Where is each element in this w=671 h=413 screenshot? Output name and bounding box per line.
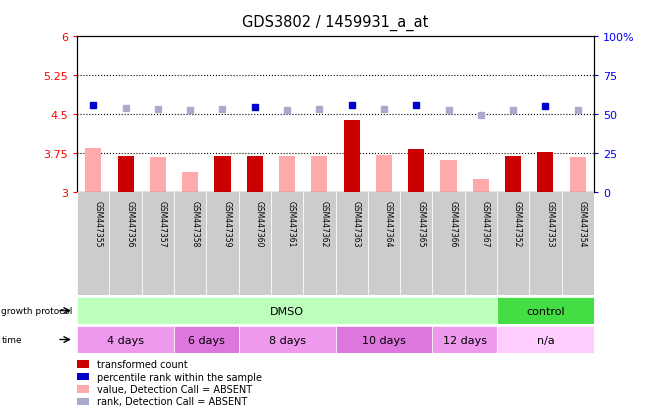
Text: GSM447366: GSM447366 (448, 200, 458, 247)
Text: GSM447363: GSM447363 (352, 200, 360, 247)
Bar (497, 297, 594, 324)
Bar (497, 326, 594, 353)
Bar (207, 192, 239, 295)
Bar (174, 326, 239, 353)
Bar (311, 157, 327, 192)
Bar (117, 157, 134, 192)
Bar (497, 192, 529, 295)
Bar (150, 157, 166, 192)
Bar (432, 192, 465, 295)
Bar (344, 121, 360, 192)
Text: 8 days: 8 days (268, 335, 305, 345)
Text: percentile rank within the sample: percentile rank within the sample (97, 372, 262, 382)
Text: GSM447352: GSM447352 (513, 200, 522, 247)
Bar (109, 192, 142, 295)
Bar (336, 326, 432, 353)
Bar (215, 157, 231, 192)
Bar (473, 179, 489, 192)
Text: GSM447356: GSM447356 (125, 200, 135, 247)
Text: 4 days: 4 days (107, 335, 144, 345)
Bar (182, 173, 198, 192)
Bar (77, 192, 109, 295)
Bar (562, 192, 594, 295)
Text: GSM447359: GSM447359 (223, 200, 231, 247)
Text: rank, Detection Call = ABSENT: rank, Detection Call = ABSENT (97, 396, 248, 406)
Bar (85, 148, 101, 192)
Bar (271, 192, 303, 295)
Text: transformed count: transformed count (97, 359, 188, 369)
Text: 6 days: 6 days (188, 335, 225, 345)
Bar (279, 157, 295, 192)
Bar (247, 157, 263, 192)
Bar (408, 149, 424, 192)
Bar (77, 326, 174, 353)
Bar (174, 192, 207, 295)
Text: time: time (1, 335, 22, 344)
Bar (505, 157, 521, 192)
Text: GSM447362: GSM447362 (319, 200, 328, 247)
Bar (440, 161, 456, 192)
Bar (77, 297, 497, 324)
Bar (368, 192, 400, 295)
Text: 12 days: 12 days (443, 335, 486, 345)
Text: n/a: n/a (537, 335, 554, 345)
Text: GSM447353: GSM447353 (546, 200, 554, 247)
Bar (336, 192, 368, 295)
Bar (400, 192, 432, 295)
Text: control: control (526, 306, 565, 316)
Text: GSM447360: GSM447360 (255, 200, 264, 247)
Text: growth protocol: growth protocol (1, 306, 72, 315)
Bar (303, 192, 336, 295)
Text: GSM447365: GSM447365 (416, 200, 425, 247)
Text: DMSO: DMSO (270, 306, 304, 316)
Bar (239, 192, 271, 295)
Text: GSM447367: GSM447367 (481, 200, 490, 247)
Bar (465, 192, 497, 295)
Bar (142, 192, 174, 295)
Text: GSM447361: GSM447361 (287, 200, 296, 247)
Text: GSM447354: GSM447354 (578, 200, 586, 247)
Text: GSM447355: GSM447355 (93, 200, 102, 247)
Text: 10 days: 10 days (362, 335, 406, 345)
Bar (376, 156, 392, 192)
Text: GDS3802 / 1459931_a_at: GDS3802 / 1459931_a_at (242, 14, 429, 31)
Text: GSM447364: GSM447364 (384, 200, 393, 247)
Bar (570, 157, 586, 192)
Bar (529, 192, 562, 295)
Text: value, Detection Call = ABSENT: value, Detection Call = ABSENT (97, 384, 252, 394)
Text: GSM447357: GSM447357 (158, 200, 167, 247)
Bar (432, 326, 497, 353)
Bar (239, 326, 336, 353)
Text: GSM447358: GSM447358 (190, 200, 199, 247)
Bar (537, 152, 554, 192)
